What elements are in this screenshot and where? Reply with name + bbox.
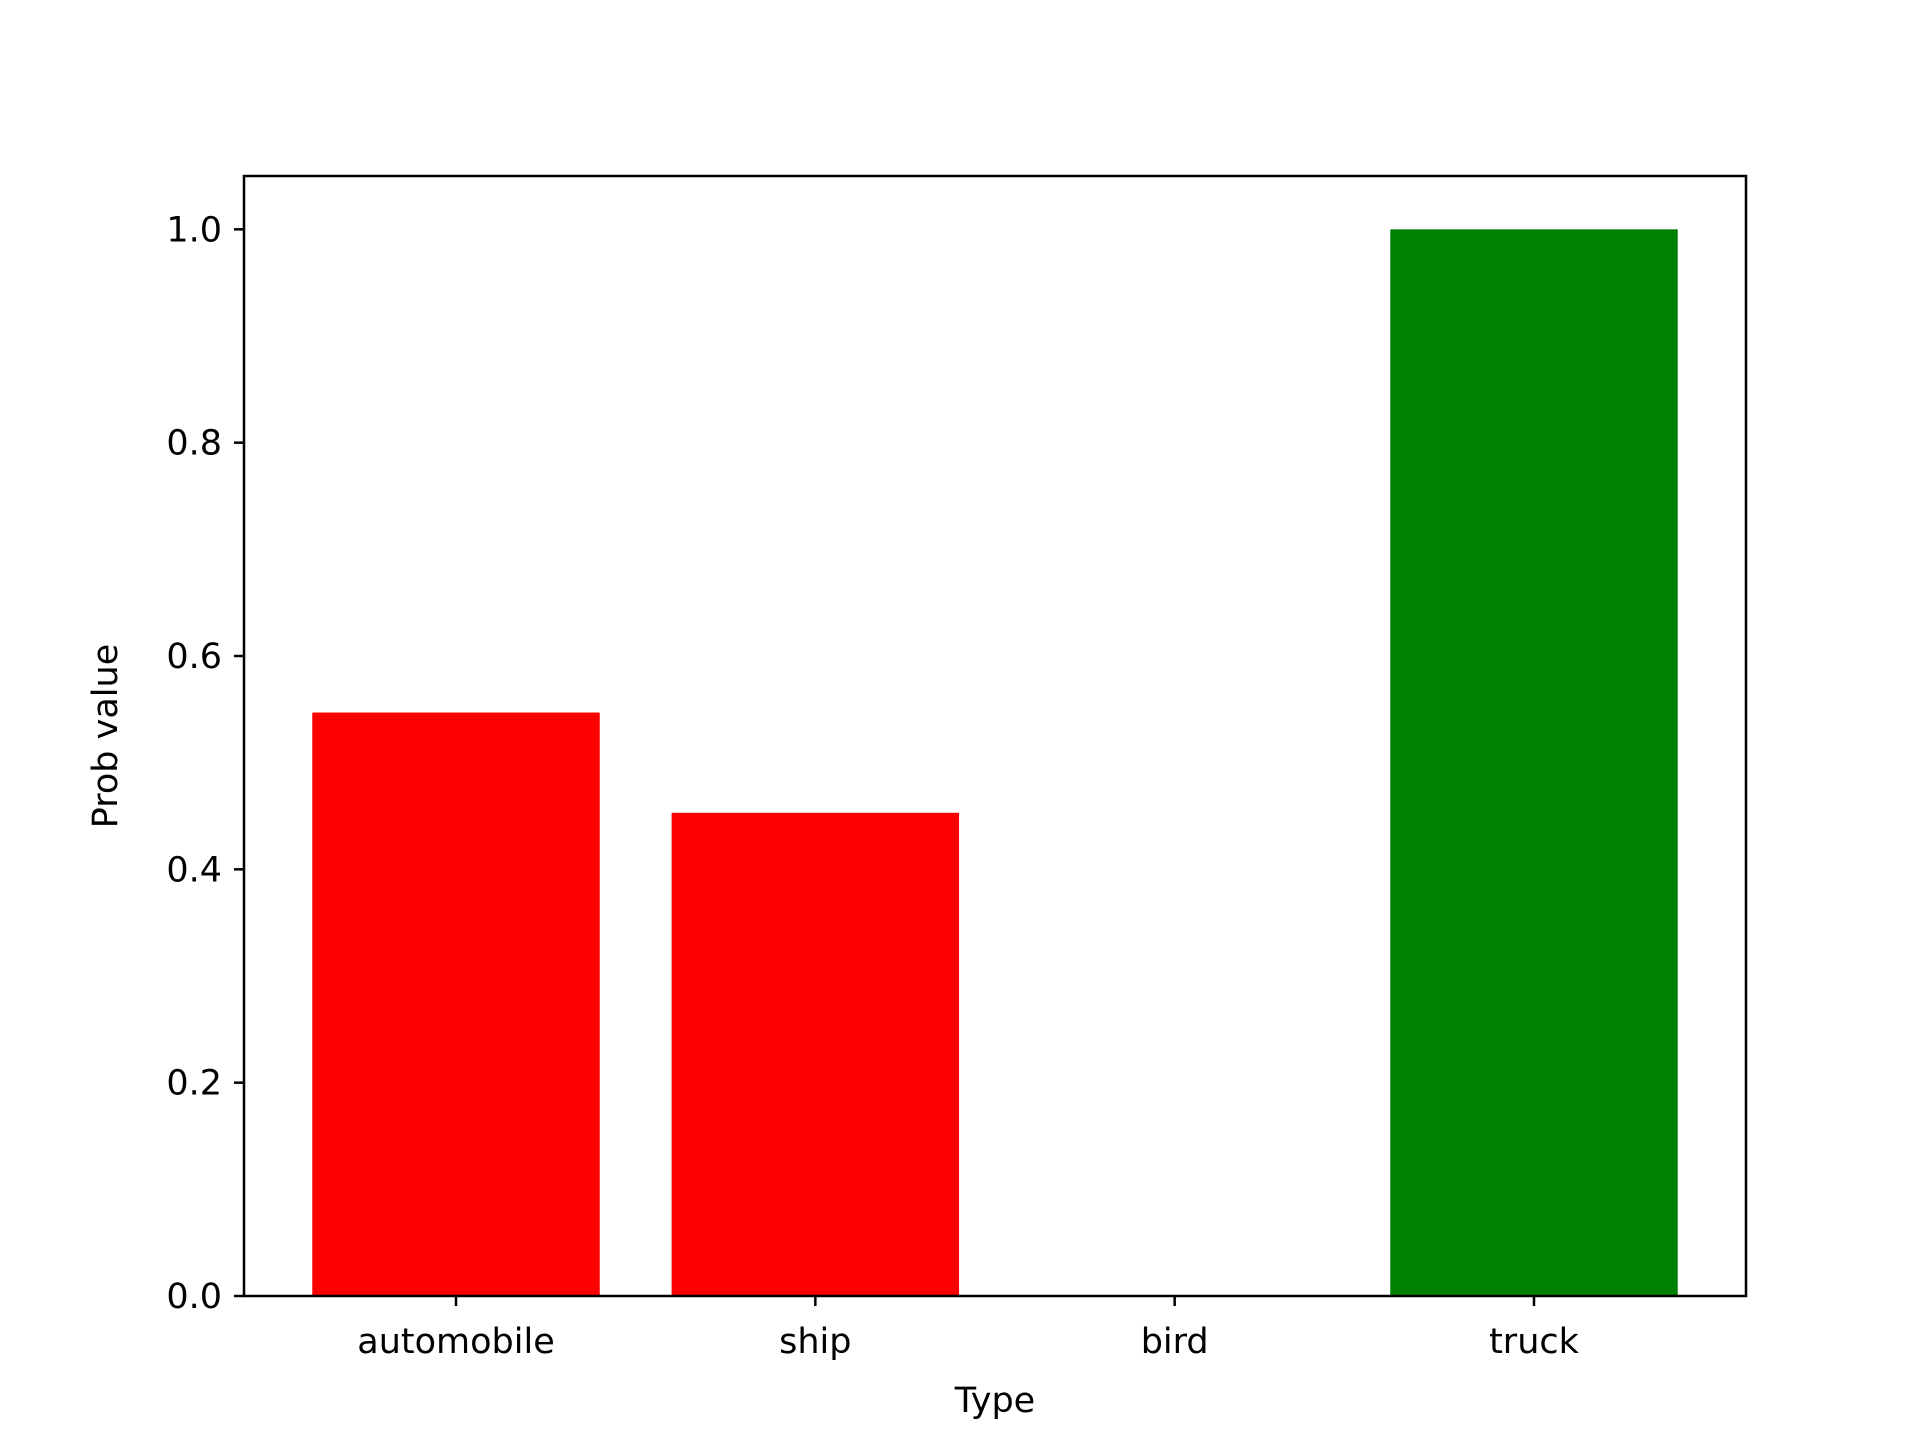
x-axis-title: Type xyxy=(954,1381,1035,1421)
y-axis: 0.0 0.2 0.4 0.6 0.8 1.0 xyxy=(166,210,244,1317)
x-axis: automobile ship bird truck xyxy=(357,1296,1580,1362)
y-axis-title: Prob value xyxy=(86,644,126,828)
y-tick-label: 0.4 xyxy=(166,850,222,890)
x-tick-label-truck: truck xyxy=(1489,1322,1580,1362)
plot-frame xyxy=(242,174,1748,1298)
y-tick-label: 0.0 xyxy=(166,1277,222,1317)
x-tick-label-bird: bird xyxy=(1141,1322,1209,1362)
bar-ship xyxy=(671,812,960,1296)
x-tick-label-automobile: automobile xyxy=(357,1322,554,1362)
bar-automobile xyxy=(312,712,600,1296)
y-tick-label: 0.8 xyxy=(166,424,222,464)
y-tick-label: 0.6 xyxy=(166,637,222,677)
x-tick-label-ship: ship xyxy=(779,1322,851,1362)
bars-layer xyxy=(312,229,1678,1296)
y-tick-label: 1.0 xyxy=(166,210,222,250)
y-tick-label: 0.2 xyxy=(166,1064,222,1104)
bar-truck xyxy=(1390,229,1678,1296)
